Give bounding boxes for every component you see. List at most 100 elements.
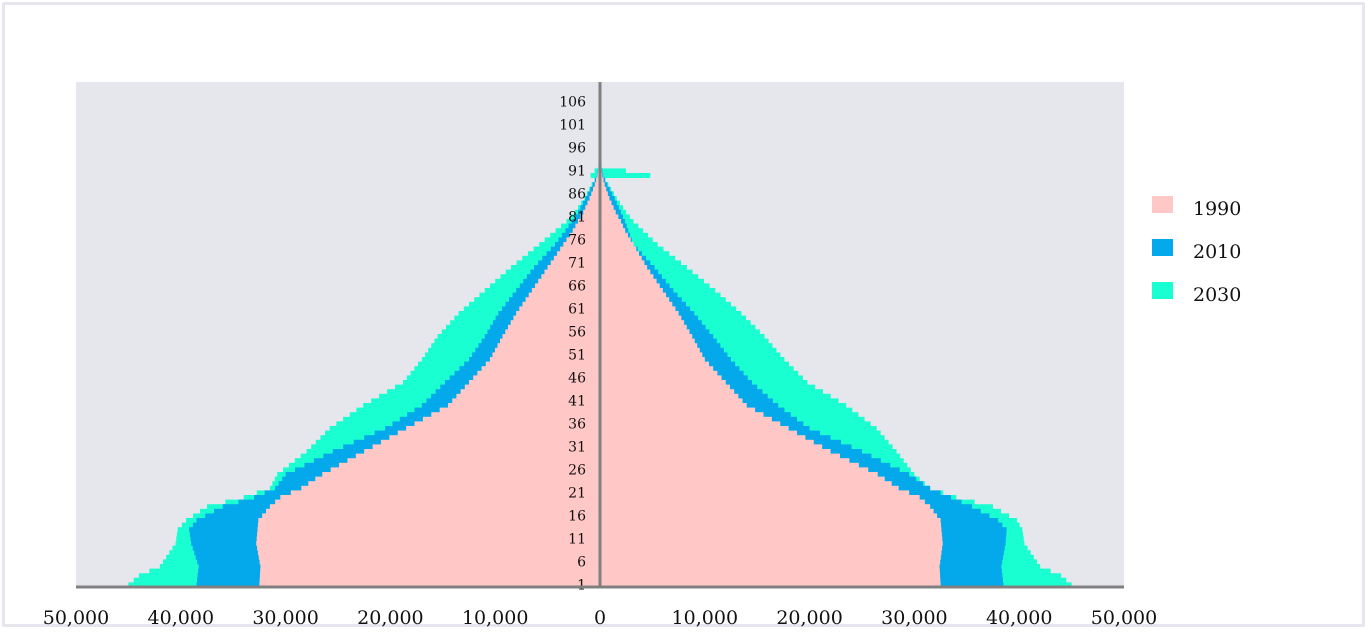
bar-1990-left-age-60 (516, 311, 600, 316)
bar-1990-left-age-53 (497, 343, 600, 349)
bar-1990-left-age-69 (544, 269, 600, 275)
bar-1990-left-age-7 (258, 554, 600, 560)
bar-1990-left-age-41 (452, 398, 600, 404)
bar-1990-right-age-60 (600, 311, 679, 316)
bar-1990-left-age-11 (256, 536, 600, 542)
bar-1990-right-age-85 (600, 196, 610, 201)
bar-1990-right-age-34 (600, 430, 798, 436)
bar-1990-left-age-3 (259, 573, 600, 579)
legend-swatch-1990 (1152, 196, 1173, 213)
bar-1990-left-age-63 (525, 297, 600, 303)
bar-1990-right-age-33 (600, 435, 806, 441)
legend-label-2030: 2030 (1193, 284, 1241, 306)
legend-label-2010: 2010 (1193, 241, 1241, 263)
bar-1990-left-age-58 (510, 320, 600, 326)
bar-1990-right-age-73 (600, 251, 639, 257)
bar-1990-right-age-61 (600, 306, 676, 312)
bar-1990-right-age-87 (600, 186, 607, 192)
bar-2030-right-age-91 (600, 168, 626, 174)
bar-1990-right-age-14 (600, 522, 942, 528)
age-label-16: 16 (568, 509, 586, 525)
bar-1990-right-age-77 (600, 232, 628, 238)
x-tick-label-10: 50,000 (1091, 607, 1157, 629)
bar-1990-left-age-13 (257, 527, 600, 533)
bar-1990-right-age-2 (600, 577, 941, 583)
bar-1990-right-age-57 (600, 324, 687, 330)
bar-1990-right-age-48 (600, 366, 714, 372)
bar-1990-right-age-66 (600, 283, 660, 289)
bar-1990-left-age-10 (256, 541, 600, 546)
bar-1990-right-age-29 (600, 453, 840, 459)
bar-1990-left-age-55 (502, 334, 600, 339)
bar-1990-left-age-4 (260, 568, 600, 574)
bar-1990-right-age-15 (600, 518, 941, 523)
bar-2030-right-age-90 (600, 173, 651, 178)
bar-1990-left-age-23 (308, 481, 600, 487)
bar-1990-right-age-84 (600, 200, 612, 206)
bar-1990-left-age-19 (275, 499, 600, 505)
bar-1990-left-age-43 (460, 389, 600, 395)
x-tick-label-2: 30,000 (252, 607, 318, 629)
bar-1990-right-age-71 (600, 260, 645, 266)
bar-1990-right-age-81 (600, 214, 619, 220)
bar-1990-left-age-24 (315, 476, 600, 482)
bar-1990-right-age-54 (600, 338, 695, 344)
bar-1990-right-age-12 (600, 531, 942, 537)
bar-1990-left-age-59 (513, 315, 600, 321)
bar-1990-right-age-64 (600, 292, 667, 298)
bar-1990-right-age-88 (600, 182, 605, 188)
bar-1990-left-age-56 (505, 329, 600, 335)
bar-1990-right-age-83 (600, 205, 614, 211)
bar-1990-right-age-16 (600, 513, 938, 519)
bar-1990-left-age-88 (594, 182, 600, 188)
bar-1990-right-age-38 (600, 412, 764, 418)
bar-1990-right-age-74 (600, 246, 637, 252)
bar-1990-right-age-70 (600, 265, 648, 270)
bar-1990-left-age-78 (572, 228, 600, 234)
bar-1990-right-age-17 (600, 508, 934, 514)
bar-1990-right-age-37 (600, 416, 772, 422)
age-label-11: 11 (568, 532, 586, 548)
bar-1990-right-age-55 (600, 334, 693, 339)
bar-1990-left-age-40 (448, 403, 600, 408)
bar-1990-left-age-9 (257, 545, 600, 551)
bar-1990-right-age-5 (600, 564, 940, 569)
bar-1990-left-age-20 (280, 495, 600, 500)
bar-1990-left-age-72 (553, 255, 600, 261)
age-label-96: 96 (568, 141, 586, 157)
bar-1990-right-age-20 (600, 495, 920, 500)
bar-1990-left-age-46 (473, 375, 600, 381)
age-label-81: 81 (568, 210, 586, 226)
x-tick-label-4: 10,000 (462, 607, 528, 629)
bar-1990-left-age-2 (259, 577, 600, 583)
age-label-61: 61 (568, 302, 586, 318)
bar-1990-left-age-5 (260, 564, 600, 569)
bar-1990-right-age-86 (600, 191, 608, 197)
bar-1990-right-age-45 (600, 380, 726, 385)
bar-1990-left-age-29 (355, 453, 600, 459)
bar-1990-left-age-79 (575, 223, 600, 229)
age-label-66: 66 (568, 279, 586, 295)
legend-label-1990: 1990 (1193, 198, 1241, 220)
bar-1990-right-age-8 (600, 550, 942, 556)
bar-1990-right-age-42 (600, 393, 739, 399)
x-tick-label-1: 40,000 (148, 607, 214, 629)
bar-1990-left-age-6 (259, 559, 600, 565)
age-label-26: 26 (568, 463, 586, 479)
age-labels: 106 101 96 91 86 81 76 71 66 61 56 51 46 41 36 31 26 21 16… (559, 95, 586, 594)
bar-2030-left-age-91 (594, 168, 600, 174)
bar-1990-left-age-83 (585, 205, 600, 211)
bar-1990-right-age-1 (600, 582, 941, 588)
bar-1990-left-age-70 (547, 265, 600, 270)
bar-1990-right-age-51 (600, 352, 703, 358)
bar-1990-left-age-17 (266, 508, 600, 514)
bar-1990-right-age-44 (600, 384, 730, 390)
bar-1990-right-age-4 (600, 568, 940, 574)
bar-1990-left-age-54 (500, 338, 600, 344)
bar-1990-left-age-34 (397, 430, 600, 436)
bar-2030-left-age-90 (590, 173, 600, 178)
bar-1990-right-age-11 (600, 536, 943, 542)
bar-1990-right-age-62 (600, 301, 673, 307)
bar-1990-right-age-27 (600, 462, 859, 468)
